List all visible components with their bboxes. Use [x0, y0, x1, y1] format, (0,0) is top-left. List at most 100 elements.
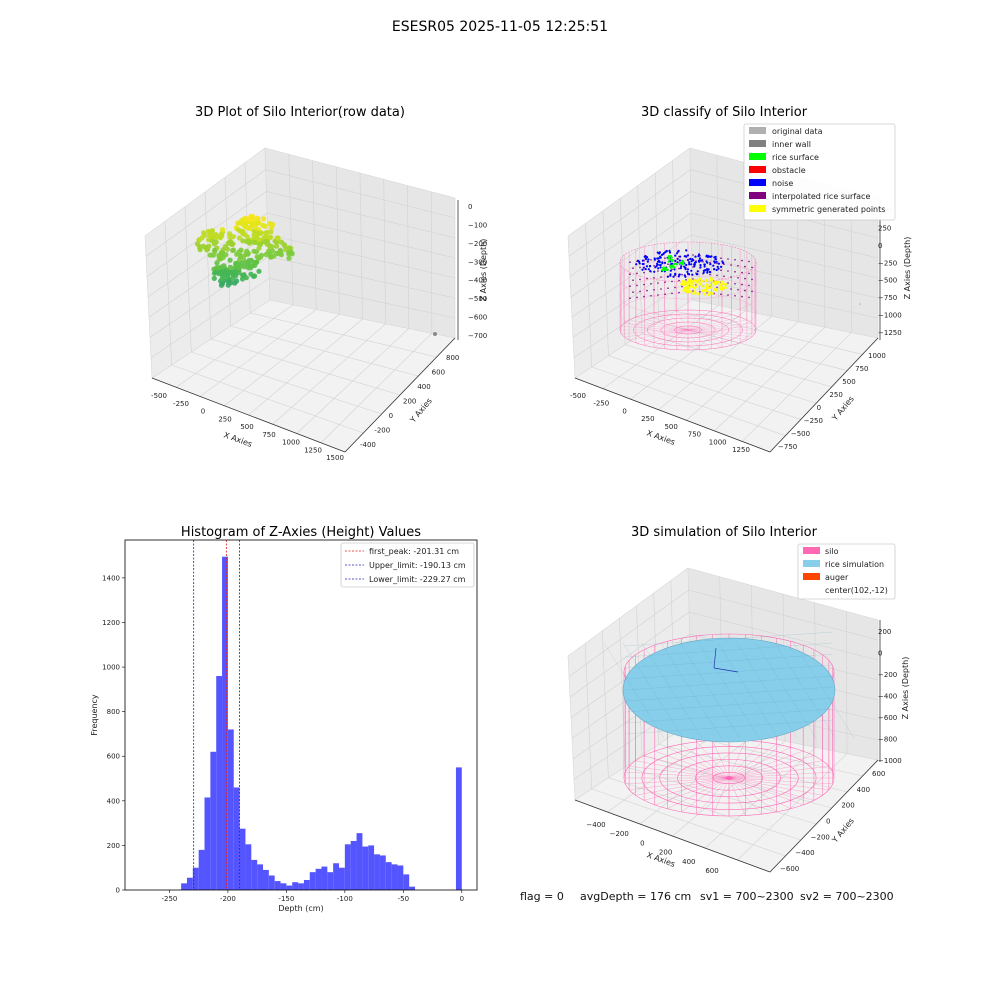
silo-floor-spoke: [687, 329, 700, 350]
silo-floor-spoke: [635, 329, 689, 344]
symmetric-point: [714, 280, 717, 283]
histogram-bar: [368, 845, 375, 890]
histogram-bar: [280, 883, 287, 890]
interpolated-point: [748, 296, 750, 299]
histogram-bar: [409, 886, 416, 890]
rice-mesh-line: [736, 642, 798, 739]
noise-point: [699, 266, 702, 269]
noise-point: [686, 268, 690, 271]
tick-label: 800: [446, 354, 459, 362]
interpolated-point: [702, 261, 704, 263]
noise-point: [685, 263, 688, 267]
noise-point: [685, 255, 688, 258]
histogram-bar: [362, 846, 369, 890]
interpolated-point: [636, 296, 638, 299]
symmetric-point: [709, 286, 713, 289]
grid-line: [691, 277, 879, 319]
noise-point: [647, 268, 650, 271]
interpolated-point: [660, 276, 662, 278]
legend-label: Upper_limit: -190.13 cm: [369, 561, 466, 570]
grid-line: [686, 321, 799, 421]
interpolated-point: [709, 261, 711, 264]
grid-line: [268, 256, 456, 299]
silo-floor-spoke: [676, 310, 689, 331]
data-point: [212, 269, 218, 275]
data-point: [217, 254, 224, 260]
noise-point: [716, 265, 719, 268]
noise-point: [669, 274, 672, 277]
symmetric-point: [705, 287, 709, 291]
panel4-zlabel: Z Axies (Depth): [901, 657, 910, 720]
data-point: [239, 218, 245, 224]
data-point: [197, 244, 203, 250]
noise-point: [688, 263, 691, 266]
symmetric-point: [692, 292, 695, 295]
data-point: [206, 233, 213, 239]
tick-label: 500: [842, 378, 855, 386]
interpolated-point: [730, 288, 732, 290]
interpolated-point: [678, 267, 680, 270]
silo-floor-spoke: [629, 329, 689, 341]
noise-point: [655, 264, 658, 268]
data-point: [269, 248, 275, 254]
grid-line: [569, 191, 691, 277]
tick-label: −300: [468, 258, 487, 266]
x-tick-label: -150: [278, 895, 294, 903]
interpolated-point: [727, 258, 729, 260]
grid-line: [602, 210, 609, 356]
noise-point: [696, 273, 699, 276]
noise-point: [686, 270, 689, 273]
interpolated-point: [723, 275, 725, 278]
noise-point: [680, 265, 683, 268]
tick-label: 1500: [326, 454, 344, 462]
interpolated-point: [730, 264, 732, 266]
noise-point: [642, 262, 645, 266]
data-point: [263, 251, 269, 258]
histogram-bar: [222, 556, 228, 890]
histogram-bar: [385, 862, 392, 890]
noise-point: [668, 249, 671, 252]
data-point: [207, 252, 213, 258]
data-point: [255, 215, 261, 222]
grid-line: [570, 212, 692, 298]
tick-label: −500: [878, 277, 897, 285]
tick-label: 1000: [282, 439, 300, 447]
grid-line: [569, 611, 690, 698]
grid-line: [145, 169, 266, 257]
interpolated-point: [632, 279, 634, 282]
rice-mesh-line: [660, 642, 722, 739]
interpolated-point: [678, 279, 680, 282]
legend-label: rice surface: [772, 153, 819, 162]
legend-label: silo: [825, 547, 839, 556]
symmetric-point: [716, 280, 720, 284]
tick-label: 600: [705, 867, 718, 875]
histogram-bar: [268, 875, 275, 890]
grid-line: [568, 169, 691, 257]
silo-center-mark: [725, 776, 733, 780]
interpolated-point: [664, 281, 666, 284]
silo-floor-spoke: [687, 326, 756, 331]
noise-point: [702, 269, 705, 272]
rice-surface-point: [667, 260, 670, 263]
silo-floor-spoke: [728, 760, 823, 779]
interpolated-point: [639, 266, 641, 269]
data-point: [244, 239, 250, 245]
panel2-silo-wireframe: [619, 241, 757, 351]
data-point: [230, 275, 236, 281]
symmetric-point: [686, 284, 690, 287]
axis-line: [574, 377, 771, 453]
silo-floor-spoke: [728, 777, 746, 816]
interpolated-point: [678, 291, 680, 294]
tick-label: −400: [878, 693, 897, 701]
interpolated-point: [629, 297, 631, 300]
grid-line: [230, 325, 419, 377]
silo-floor-spoke: [635, 760, 730, 779]
noise-point: [644, 268, 647, 271]
tick-label: 0: [817, 404, 821, 412]
interpolated-point: [737, 289, 739, 291]
y-tick-label: 600: [107, 753, 120, 761]
grid-line: [288, 154, 294, 305]
interpolated-point: [646, 277, 648, 280]
noise-point: [659, 263, 662, 267]
interpolated-point: [636, 284, 638, 287]
